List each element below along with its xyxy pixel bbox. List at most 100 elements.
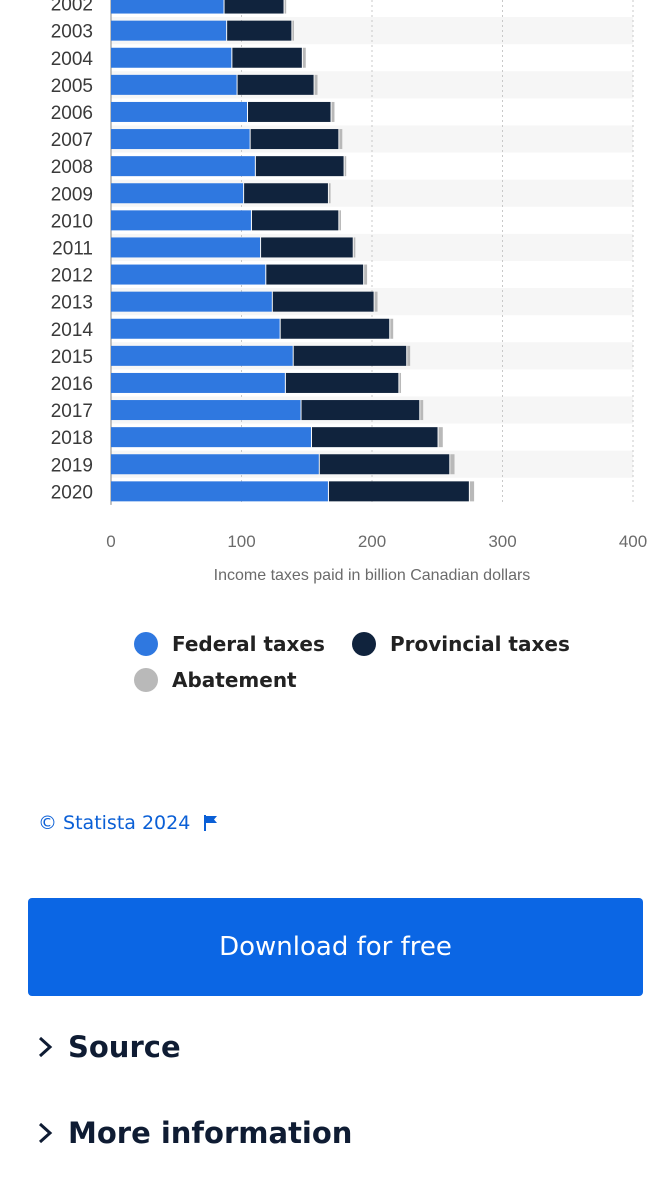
bar-abatement-2011[interactable] (353, 237, 356, 258)
bar-federal-2012[interactable] (111, 264, 266, 285)
chevron-right-icon (38, 1036, 53, 1058)
bar-abatement-2009[interactable] (328, 183, 331, 204)
bar-federal-2011[interactable] (111, 237, 261, 258)
y-tick-label: 2002 (51, 0, 93, 16)
legend-label-federal: Federal taxes (172, 632, 325, 656)
bar-federal-2008[interactable] (111, 156, 255, 177)
y-tick-label: 2014 (51, 320, 94, 341)
bar-federal-2019[interactable] (111, 454, 319, 475)
bar-abatement-2004[interactable] (302, 47, 306, 68)
bar-provincial-2020[interactable] (328, 481, 469, 502)
bar-provincial-2007[interactable] (250, 129, 339, 150)
bar-provincial-2012[interactable] (266, 264, 364, 285)
bar-federal-2014[interactable] (111, 318, 280, 339)
bar-abatement-2005[interactable] (314, 74, 318, 95)
legend-dot-abatement (134, 668, 158, 692)
legend-label-abatement: Abatement (172, 668, 297, 692)
download-button[interactable]: Download for free (28, 898, 643, 996)
y-tick-label: 2017 (51, 401, 93, 422)
source-label: Source (68, 1030, 181, 1064)
bar-federal-2003[interactable] (111, 20, 227, 41)
bar-provincial-2006[interactable] (248, 101, 331, 122)
y-tick-label: 2009 (51, 184, 93, 205)
bar-abatement-2007[interactable] (339, 129, 343, 150)
x-tick-label: 0 (106, 532, 115, 551)
bar-provincial-2013[interactable] (272, 291, 374, 312)
bar-provincial-2003[interactable] (227, 20, 292, 41)
bar-provincial-2004[interactable] (232, 47, 302, 68)
bar-abatement-2017[interactable] (420, 400, 424, 421)
bar-abatement-2010[interactable] (339, 210, 341, 231)
bar-abatement-2015[interactable] (407, 345, 411, 366)
bar-federal-2002[interactable] (111, 0, 224, 14)
x-tick-label: 300 (488, 532, 516, 551)
y-tick-label: 2007 (51, 130, 93, 151)
bar-abatement-2012[interactable] (364, 264, 368, 285)
y-tick-label: 2004 (51, 49, 94, 70)
bar-provincial-2015[interactable] (293, 345, 407, 366)
legend-item-provincial[interactable]: Provincial taxes (352, 632, 570, 656)
bar-abatement-2013[interactable] (374, 291, 378, 312)
x-axis-title: Income taxes paid in billion Canadian do… (214, 567, 531, 584)
y-tick-label: 2008 (51, 157, 93, 178)
bar-provincial-2005[interactable] (237, 74, 314, 95)
bar-federal-2007[interactable] (111, 129, 250, 150)
bar-abatement-2020[interactable] (469, 481, 475, 502)
x-tick-label: 400 (619, 532, 647, 551)
bar-provincial-2011[interactable] (261, 237, 353, 258)
bar-federal-2005[interactable] (111, 74, 237, 95)
y-tick-label: 2005 (51, 76, 93, 97)
chevron-right-icon (38, 1122, 53, 1144)
bar-abatement-2018[interactable] (438, 427, 443, 448)
bar-federal-2013[interactable] (111, 291, 272, 312)
bar-provincial-2010[interactable] (251, 210, 339, 231)
bar-federal-2017[interactable] (111, 400, 301, 421)
bar-abatement-2002[interactable] (284, 0, 287, 14)
bar-provincial-2017[interactable] (301, 400, 420, 421)
bar-provincial-2009[interactable] (244, 183, 328, 204)
bar-abatement-2016[interactable] (399, 372, 402, 393)
y-tick-label: 2020 (51, 482, 93, 503)
bar-federal-2016[interactable] (111, 372, 285, 393)
bar-provincial-2014[interactable] (280, 318, 390, 339)
more-information-label: More information (68, 1116, 353, 1150)
bar-abatement-2003[interactable] (292, 20, 295, 41)
bar-provincial-2002[interactable] (224, 0, 284, 14)
bar-abatement-2006[interactable] (331, 101, 335, 122)
bar-abatement-2014[interactable] (390, 318, 394, 339)
y-tick-label: 2013 (51, 293, 93, 314)
legend-dot-federal (134, 632, 158, 656)
bar-federal-2004[interactable] (111, 47, 232, 68)
more-information-accordion[interactable]: More information (34, 1116, 352, 1150)
legend-item-abatement[interactable]: Abatement (134, 668, 297, 692)
bar-federal-2009[interactable] (111, 183, 244, 204)
y-tick-label: 2010 (51, 211, 93, 232)
bar-federal-2020[interactable] (111, 481, 328, 502)
bar-provincial-2019[interactable] (319, 454, 450, 475)
x-tick-label: 100 (227, 532, 255, 551)
copyright-link[interactable]: © Statista 2024 (38, 812, 218, 834)
y-tick-label: 2006 (51, 103, 93, 124)
bar-provincial-2018[interactable] (311, 427, 438, 448)
chart: 2002 2003 2004 2005 2006 2007 2008 2009 2010 2011… (51, 0, 647, 584)
source-accordion[interactable]: Source (34, 1030, 181, 1064)
y-tick-label: 2016 (51, 374, 93, 395)
flag-icon[interactable] (204, 815, 218, 831)
bar-provincial-2008[interactable] (255, 156, 344, 177)
y-tick-label: 2011 (52, 238, 93, 259)
y-tick-label: 2003 (51, 22, 93, 43)
bar-provincial-2016[interactable] (285, 372, 399, 393)
bar-abatement-2019[interactable] (450, 454, 455, 475)
y-tick-label: 2012 (51, 266, 93, 287)
bar-federal-2006[interactable] (111, 101, 248, 122)
x-tick-label: 200 (358, 532, 386, 551)
bar-federal-2015[interactable] (111, 345, 293, 366)
legend-dot-provincial (352, 632, 376, 656)
bar-federal-2018[interactable] (111, 427, 311, 448)
copyright-text: © Statista 2024 (38, 812, 191, 834)
legend-item-federal[interactable]: Federal taxes (134, 632, 325, 656)
bar-abatement-2008[interactable] (344, 156, 347, 177)
legend-label-provincial: Provincial taxes (390, 632, 570, 656)
bar-federal-2010[interactable] (111, 210, 251, 231)
y-tick-label: 2015 (51, 347, 93, 368)
